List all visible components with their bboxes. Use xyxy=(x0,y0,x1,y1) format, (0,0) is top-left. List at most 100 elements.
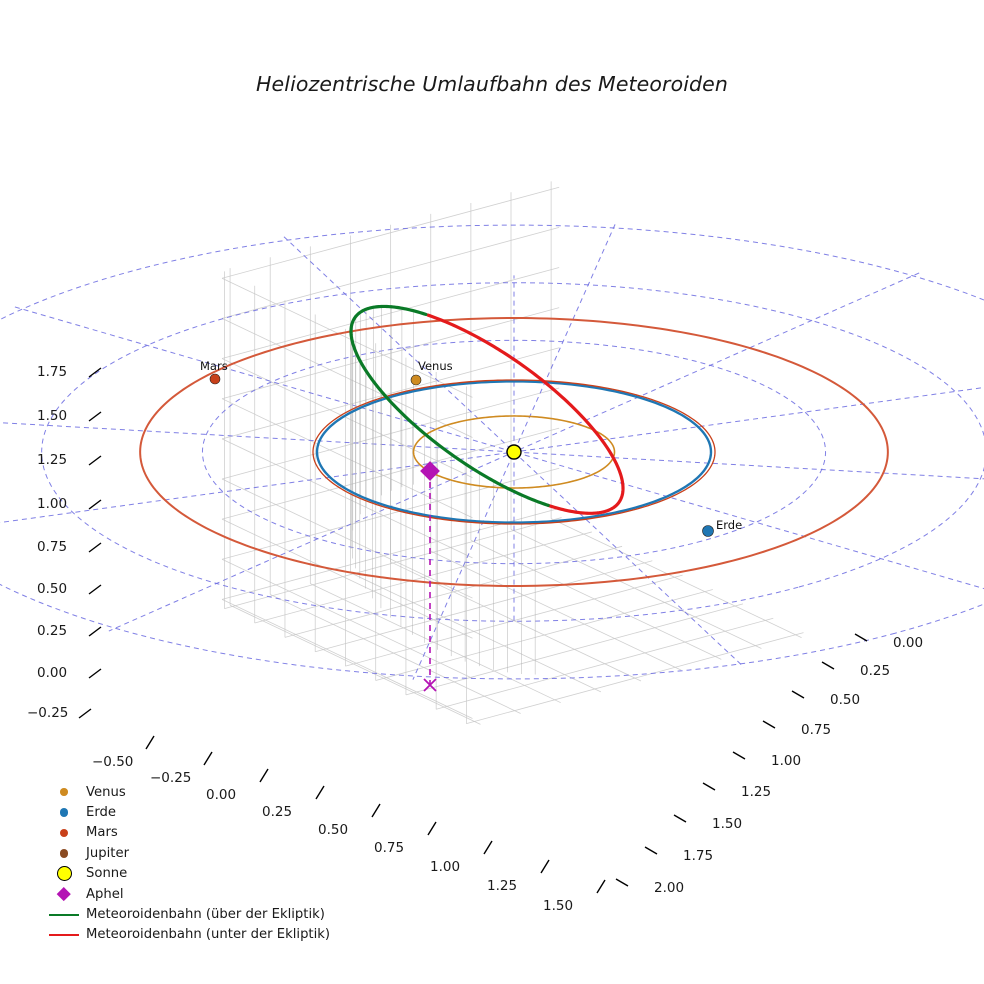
x-tick-mark xyxy=(203,751,213,766)
legend-circle-marker-icon xyxy=(59,849,69,858)
legend-label: Venus xyxy=(86,784,126,800)
z-axis-tick-label: 1.00 xyxy=(37,496,68,512)
legend: Venus Erde Mars Jupiter Sonne Aphel Meteoroide… xyxy=(42,782,342,945)
grid-line xyxy=(430,550,682,671)
grid-line xyxy=(221,186,560,279)
grid-line xyxy=(221,398,473,519)
z-tick-mark xyxy=(78,708,92,719)
y-tick-mark xyxy=(644,846,658,855)
grid-line xyxy=(310,583,561,704)
grid-line xyxy=(221,358,473,478)
orbit-mars xyxy=(312,379,716,525)
legend-item-2[interactable]: Mars xyxy=(42,823,342,843)
z-axis-tick-label: 1.25 xyxy=(37,452,68,468)
z-tick-mark xyxy=(88,626,102,637)
y-tick-mark xyxy=(762,720,776,729)
reference-spoke xyxy=(0,386,984,524)
x-axis-tick-label: 1.25 xyxy=(487,878,518,894)
legend-label: Jupiter xyxy=(86,845,129,861)
y-axis-tick-label: 1.25 xyxy=(741,784,772,800)
y-tick-mark xyxy=(791,690,805,699)
legend-item-6[interactable]: Meteoroidenbahn (über der Ekliptik) xyxy=(42,904,342,924)
y-tick-mark xyxy=(702,782,716,791)
grid-line xyxy=(221,599,473,719)
grid-line xyxy=(510,529,762,649)
y-axis-tick-label: 0.75 xyxy=(801,722,832,738)
aphel-ground-x-marker xyxy=(423,678,437,692)
grid-line xyxy=(221,226,560,319)
z-tick-mark xyxy=(88,411,102,422)
aphel-group xyxy=(420,461,440,692)
x-axis-tick-label: 0.25 xyxy=(262,804,293,820)
y-tick-mark xyxy=(615,878,629,887)
x-axis-tick-label: 1.50 xyxy=(543,898,574,914)
reference-spoke xyxy=(412,224,616,680)
z-tick-mark xyxy=(88,499,102,510)
grid-line xyxy=(221,438,473,559)
x-axis-tick-label: 1.00 xyxy=(430,859,461,875)
z-axis-tick-label: 0.00 xyxy=(37,665,68,681)
z-axis-tick-label: 0.25 xyxy=(37,623,68,639)
y-tick-mark xyxy=(732,751,746,760)
reference-spoke xyxy=(14,306,984,590)
body-label-erde: Erde xyxy=(716,518,743,532)
x-axis-tick-label: −0.25 xyxy=(150,770,192,786)
body-marker-mars xyxy=(209,373,221,385)
grid-line xyxy=(221,478,473,599)
legend-label: Meteoroidenbahn (über der Ekliptik) xyxy=(86,907,325,923)
legend-item-1[interactable]: Erde xyxy=(42,802,342,822)
reference-circle xyxy=(0,224,984,680)
grid-line xyxy=(221,267,560,359)
grid-line xyxy=(221,558,473,679)
reference-circle xyxy=(41,282,984,622)
z-axis-tick-label: 0.75 xyxy=(37,539,68,555)
x-tick-mark xyxy=(540,859,550,874)
grid-line xyxy=(550,518,802,639)
x-tick-mark xyxy=(259,768,269,783)
y-axis-tick-label: 0.25 xyxy=(860,663,891,679)
x-tick-mark xyxy=(427,821,437,836)
z-tick-mark xyxy=(88,584,102,595)
meteoroid-path-above-ecliptic xyxy=(349,304,550,507)
body-markers xyxy=(209,373,714,537)
legend-line-swatch-icon xyxy=(49,913,79,916)
legend-diamond-marker-icon xyxy=(57,887,71,901)
body-marker-sonne xyxy=(506,444,522,460)
y-tick-mark xyxy=(673,814,687,823)
z-tick-mark xyxy=(88,367,102,378)
x-axis-tick-label: 0.75 xyxy=(374,840,405,856)
y-tick-mark xyxy=(854,633,868,642)
legend-label: Mars xyxy=(86,825,118,841)
legend-item-4[interactable]: Sonne xyxy=(42,864,342,884)
aphel-diamond-marker xyxy=(420,461,440,481)
axis-ticks xyxy=(78,367,868,894)
y-axis-tick-label: 0.50 xyxy=(830,692,861,708)
legend-label: Aphel xyxy=(86,886,124,902)
meteoroid-path-below-ecliptic xyxy=(426,313,625,515)
legend-item-7[interactable]: Meteoroidenbahn (unter der Ekliptik) xyxy=(42,925,342,945)
body-marker-venus xyxy=(410,374,422,386)
legend-label: Erde xyxy=(86,805,117,821)
legend-item-5[interactable]: Aphel xyxy=(42,884,342,904)
z-axis-tick-label: −0.25 xyxy=(27,705,69,721)
z-tick-mark xyxy=(88,668,102,679)
legend-circle-marker-icon xyxy=(60,788,68,796)
grid-line xyxy=(221,347,560,440)
grid-line xyxy=(221,277,473,398)
meteoroid-orbit xyxy=(349,304,625,515)
y-axis-tick-label: 1.00 xyxy=(771,753,802,769)
body-marker-erde xyxy=(702,525,714,537)
legend-circle-marker-icon xyxy=(56,866,72,882)
planet-orbits xyxy=(139,317,889,587)
reference-wireframe xyxy=(0,224,984,680)
x-axis-tick-label: 0.00 xyxy=(206,787,237,803)
legend-line-swatch-icon xyxy=(49,933,79,936)
legend-circle-marker-icon xyxy=(60,828,68,837)
legend-item-0[interactable]: Venus xyxy=(42,782,342,802)
x-tick-mark xyxy=(483,840,493,855)
grid-line xyxy=(350,572,602,693)
z-axis-tick-label: 0.50 xyxy=(37,581,68,597)
legend-item-3[interactable]: Jupiter xyxy=(42,843,342,863)
